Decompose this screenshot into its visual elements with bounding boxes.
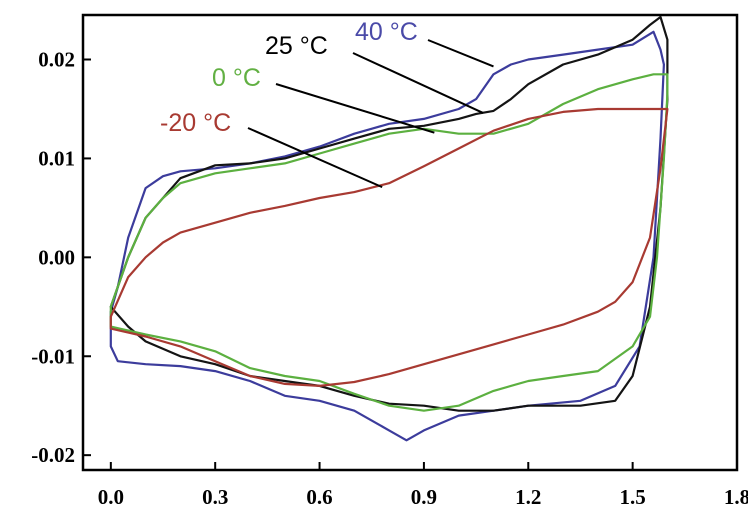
y-tick-label: 0.02 xyxy=(38,48,75,72)
annotation-leader-line xyxy=(247,127,383,189)
series-annotation-label: 0 °C xyxy=(212,64,261,92)
y-tick-label: 0.01 xyxy=(38,146,75,170)
x-tick-label: 0.9 xyxy=(411,485,437,509)
annotation-leaders xyxy=(247,39,494,189)
y-tick-label: 0.00 xyxy=(38,245,75,269)
series-annotation-label: 25 °C xyxy=(265,32,328,60)
x-tick-label: 0.0 xyxy=(98,485,124,509)
x-tick-label: 0.3 xyxy=(202,485,228,509)
series-curve-3 xyxy=(109,107,669,387)
x-tick-label: 1.5 xyxy=(620,485,646,509)
series-annotation-label: -20 °C xyxy=(160,109,231,137)
x-tick-label: 1.2 xyxy=(515,485,541,509)
annotation-labels: 40 °C 25 °C0 °C -20 °C xyxy=(160,18,418,137)
y-tick-label: -0.02 xyxy=(31,443,75,467)
series-curve-2 xyxy=(109,73,669,412)
annotation-leader-line xyxy=(275,83,435,134)
plot-frame xyxy=(81,13,739,472)
annotation-leader-line xyxy=(352,52,484,114)
axis-ticks: 0.0 0.3 0.6 0.9 1.2 1.5 1.8 0.02 0.01 0.00 -0.01 -0… xyxy=(31,48,748,509)
x-tick-label: 1.8 xyxy=(724,485,748,509)
series-curve-0 xyxy=(109,30,665,442)
annotation-leader-line xyxy=(427,39,494,68)
x-tick-label: 0.6 xyxy=(306,485,332,509)
y-tick-label: -0.01 xyxy=(31,344,75,368)
curve-group xyxy=(109,15,669,442)
series-annotation-label: 40 °C xyxy=(355,18,418,46)
